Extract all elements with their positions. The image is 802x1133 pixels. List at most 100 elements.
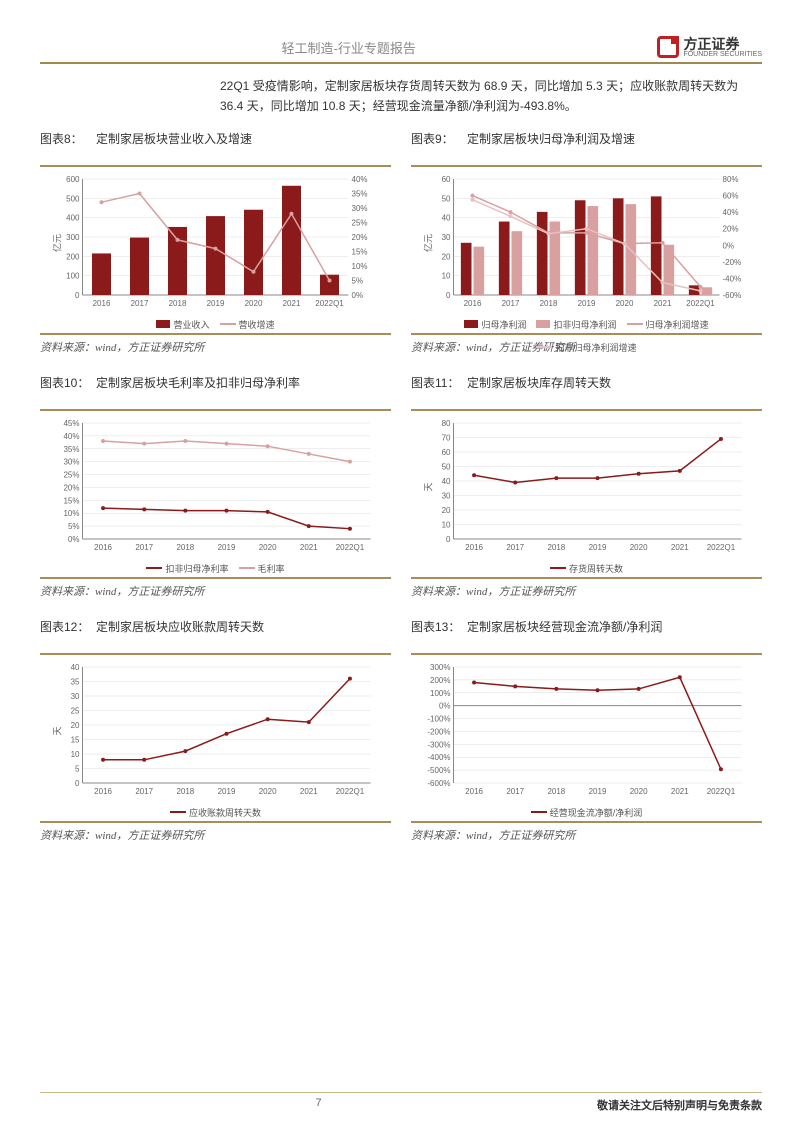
svg-text:50: 50 [442,194,451,203]
svg-text:2018: 2018 [176,787,194,796]
chart-svg: 01002003004005006000%5%10%15%20%25%30%35… [40,173,391,313]
chart-svg: 0102030405060-60%-40%-20%0%20%40%60%80%亿… [411,173,762,313]
chart-13: 图表13：定制家居板块经营现金流净额/净利润 -600%-500%-400%-3… [411,619,762,853]
chart-source: 资料来源：wind，方正证券研究所 [40,827,391,843]
page-number: 7 [315,1097,321,1113]
svg-text:2016: 2016 [94,543,112,552]
svg-text:60: 60 [442,175,451,184]
svg-text:2019: 2019 [207,299,225,308]
svg-text:30: 30 [442,491,451,500]
chart-num: 图表8： [40,131,96,148]
chart-legend: 存货周转天数 [411,562,762,575]
chart-num: 图表10： [40,375,96,392]
svg-text:100%: 100% [430,689,450,698]
chart-num: 图表13： [411,619,467,636]
svg-text:80%: 80% [723,175,739,184]
chart-title-text: 定制家居板块应收账款周转天数 [96,620,264,634]
svg-text:10: 10 [442,271,451,280]
svg-text:2021: 2021 [300,787,318,796]
svg-text:-600%: -600% [427,779,450,788]
svg-text:-20%: -20% [723,258,742,267]
svg-text:20: 20 [71,721,80,730]
svg-text:2021: 2021 [300,543,318,552]
svg-text:400: 400 [66,213,80,222]
chart-svg: -600%-500%-400%-300%-200%-100%0%100%200%… [411,661,762,801]
svg-text:2019: 2019 [218,787,236,796]
svg-text:2016: 2016 [464,299,482,308]
charts-grid: 图表8：定制家居板块营业收入及增速 01002003004005006000%5… [40,131,762,853]
chart-source: 资料来源：wind，方正证券研究所 [411,827,762,843]
svg-text:2019: 2019 [589,543,607,552]
svg-text:2019: 2019 [218,543,236,552]
svg-text:2022Q1: 2022Q1 [315,299,344,308]
svg-text:15%: 15% [352,247,368,256]
svg-text:45%: 45% [63,419,79,428]
chart-legend: 营业收入营收增速 [40,318,391,331]
svg-text:50: 50 [442,462,451,471]
svg-text:0: 0 [446,291,451,300]
svg-text:2022Q1: 2022Q1 [707,787,736,796]
body-paragraph: 22Q1 受疫情影响，定制家居板块存货周转天数为 68.9 天，同比增加 5.3… [220,76,762,117]
chart-source: 资料来源：wind，方正证券研究所 [40,339,391,355]
chart-num: 图表12： [40,619,96,636]
svg-text:35%: 35% [352,189,368,198]
svg-text:20: 20 [442,506,451,515]
svg-text:2021: 2021 [654,299,672,308]
page-header: 轻工制造-行业专题报告 方正证券 FOUNDER SECURITIES [40,36,762,64]
svg-text:2017: 2017 [506,787,524,796]
svg-text:25%: 25% [63,470,79,479]
svg-text:2016: 2016 [465,787,483,796]
svg-text:10%: 10% [63,509,79,518]
svg-text:2020: 2020 [630,543,648,552]
svg-text:40%: 40% [352,175,368,184]
svg-text:0: 0 [75,779,80,788]
svg-text:2016: 2016 [465,543,483,552]
logo-cn: 方正证券 [683,37,762,51]
svg-text:2019: 2019 [589,787,607,796]
svg-text:40: 40 [442,477,451,486]
svg-text:35%: 35% [63,445,79,454]
svg-text:20%: 20% [723,224,739,233]
svg-text:10: 10 [442,520,451,529]
svg-text:30%: 30% [352,204,368,213]
svg-text:35: 35 [71,677,80,686]
svg-text:200%: 200% [430,676,450,685]
svg-text:10%: 10% [352,262,368,271]
svg-text:500: 500 [66,194,80,203]
svg-text:20%: 20% [352,233,368,242]
svg-text:2018: 2018 [169,299,187,308]
svg-text:15%: 15% [63,496,79,505]
svg-text:2017: 2017 [502,299,520,308]
svg-text:5%: 5% [352,276,364,285]
svg-text:2021: 2021 [283,299,301,308]
svg-text:25: 25 [71,706,80,715]
svg-text:300%: 300% [430,663,450,672]
svg-text:-100%: -100% [427,714,450,723]
svg-text:2022Q1: 2022Q1 [707,543,736,552]
svg-text:2020: 2020 [259,543,277,552]
svg-text:2020: 2020 [630,787,648,796]
chart-title-text: 定制家居板块库存周转天数 [467,376,611,390]
svg-text:2017: 2017 [506,543,524,552]
svg-text:200: 200 [66,252,80,261]
svg-text:2018: 2018 [540,299,558,308]
svg-text:2020: 2020 [245,299,263,308]
svg-text:15: 15 [71,735,80,744]
header-title: 轻工制造-行业专题报告 [40,38,657,57]
svg-text:5: 5 [75,764,80,773]
chart-legend: 经营现金流净额/净利润 [411,806,762,819]
chart-source: 资料来源：wind，方正证券研究所 [40,583,391,599]
svg-text:300: 300 [66,233,80,242]
chart-num: 图表9： [411,131,467,148]
svg-text:-400%: -400% [427,753,450,762]
svg-text:2020: 2020 [616,299,634,308]
svg-text:25%: 25% [352,218,368,227]
svg-text:天: 天 [424,482,434,491]
chart-title-text: 定制家居板块经营现金流净额/净利润 [467,620,662,634]
svg-text:2021: 2021 [671,543,689,552]
svg-text:2016: 2016 [93,299,111,308]
svg-text:60: 60 [442,448,451,457]
svg-text:5%: 5% [68,522,80,531]
svg-text:0%: 0% [723,241,735,250]
svg-text:亿元: 亿元 [423,234,434,252]
